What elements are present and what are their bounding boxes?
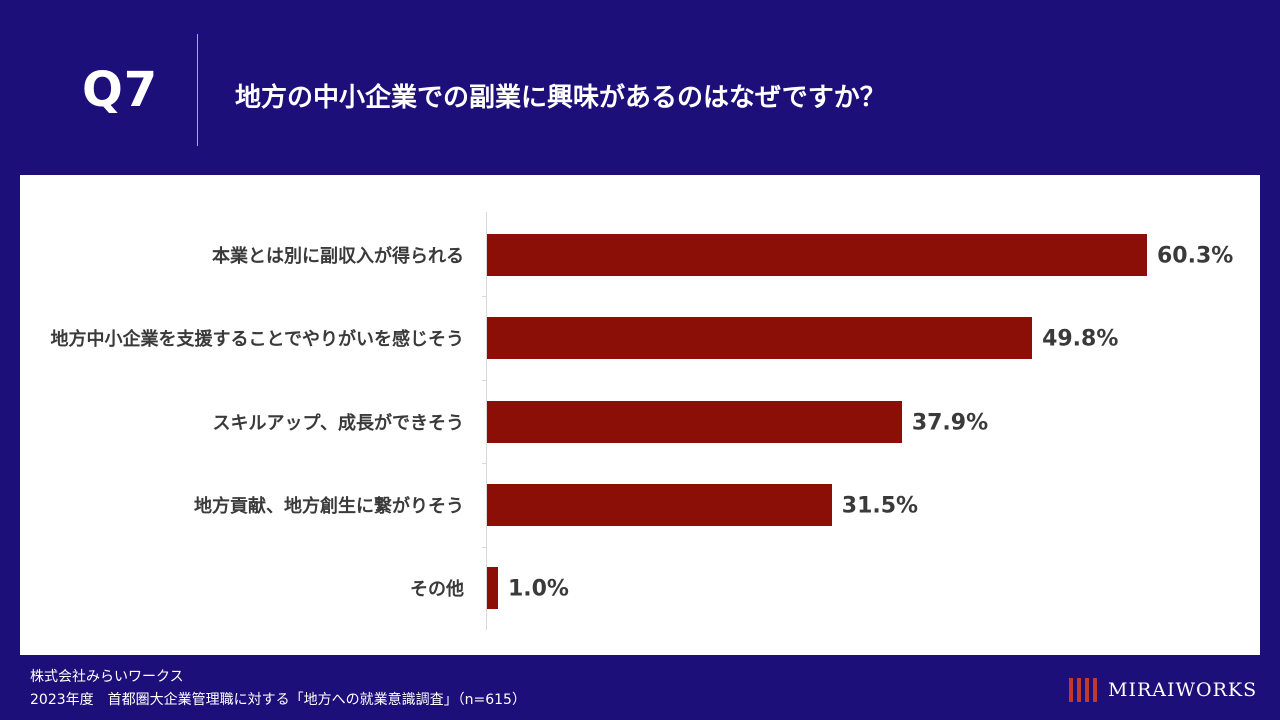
row-separator	[482, 546, 487, 548]
logo-mark-icon	[1069, 678, 1097, 702]
value-label: 1.0%	[507, 576, 569, 602]
bar	[487, 317, 1033, 360]
footer-company: 株式会社みらいワークス	[30, 669, 184, 685]
logo-text: MIRAIWORKS	[1108, 679, 1258, 701]
value-label: 37.9%	[911, 410, 989, 435]
category-label: その他	[410, 579, 464, 601]
row-separator	[482, 296, 487, 298]
question-number: Q7	[82, 62, 159, 118]
footer-source: 2023年度 首都圏大企業管理職に対する「地方への就業意識調査」（n=615）	[30, 692, 526, 708]
category-label: スキルアップ、成長ができそう	[212, 412, 464, 434]
value-label: 60.3%	[1157, 243, 1234, 269]
bar	[487, 567, 498, 610]
category-label: 地方中小企業を支援することでやりがいを感じそう	[50, 329, 464, 351]
value-label: 49.8%	[1042, 326, 1119, 352]
company-logo: MIRAIWORKS	[1068, 674, 1257, 706]
row-separator	[482, 463, 487, 465]
value-label: 31.5%	[841, 493, 919, 519]
bar	[487, 233, 1147, 276]
row-separator	[482, 379, 487, 381]
bar	[487, 400, 902, 443]
header-divider	[197, 34, 198, 146]
page-title: 地方の中小企業での副業に興味があるのはなぜですか？	[235, 83, 886, 113]
category-axis-line	[486, 212, 487, 630]
category-label: 地方貢献、地方創生に繋がりそう	[194, 495, 464, 517]
category-label: 本業とは別に副収入が得られる	[212, 245, 464, 267]
bar	[487, 483, 832, 526]
